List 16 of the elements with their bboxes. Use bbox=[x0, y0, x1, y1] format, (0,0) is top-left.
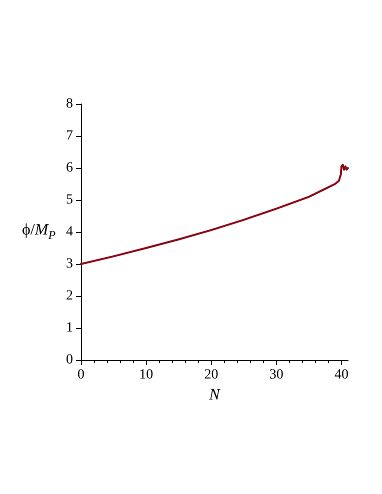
x-tick-label: 30 bbox=[269, 368, 284, 382]
y-tick-label: 8 bbox=[66, 96, 73, 112]
y-tick-label: 0 bbox=[66, 352, 73, 368]
x-tick-label: 10 bbox=[139, 368, 154, 382]
x-tick-label: 40 bbox=[334, 368, 348, 382]
y-tick-label: 6 bbox=[66, 160, 73, 176]
y-tick-label: 2 bbox=[66, 288, 73, 304]
y-tick-label: 3 bbox=[66, 256, 73, 272]
x-tick-label: 0 bbox=[78, 368, 84, 382]
x-axis-title: N bbox=[208, 386, 222, 404]
x-tick-label: 20 bbox=[204, 368, 218, 382]
y-tick-label: 5 bbox=[66, 192, 73, 208]
line-series bbox=[80, 164, 349, 265]
y-tick-label: 7 bbox=[66, 128, 73, 144]
y-tick-label: 4 bbox=[66, 224, 73, 240]
y-tick-label: 1 bbox=[66, 320, 73, 336]
